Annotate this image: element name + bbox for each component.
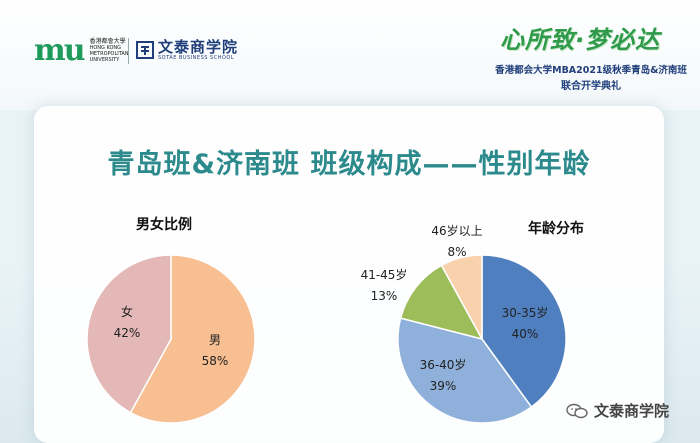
- age-slice-1: [397, 317, 533, 424]
- hkmu-logo-en-3: UNIVERSITY: [89, 57, 120, 63]
- gender-value-label-1: 42%: [114, 326, 141, 340]
- sotae-logo: 文泰商学院 SOTAE BUSINESS SCHOOL: [136, 39, 238, 61]
- sotae-logo-icon: [136, 41, 154, 59]
- slide-title: 青岛班&济南班 班级构成——性别年龄: [107, 149, 591, 180]
- hkmu-logo-cn: 香港都會大學: [89, 38, 126, 45]
- age-value-label-3: 8%: [447, 245, 466, 259]
- gender-chart-title: 男女比例: [136, 217, 192, 233]
- gender-pie-chart: 男 58% 女 42%: [86, 254, 256, 424]
- hkmu-logo-mark: mu: [34, 33, 86, 68]
- age-slice-2: [399, 264, 484, 341]
- age-category-label-0: 30-35岁: [502, 305, 549, 320]
- slogan: 心所致·梦必达: [500, 26, 661, 54]
- age-category-label-1: 36-40岁: [420, 357, 467, 372]
- wechat-icon: [566, 403, 588, 418]
- event-subtitle: 联合开学典礼: [561, 81, 621, 92]
- age-slice-3: [440, 254, 483, 340]
- sotae-logo-en: SOTAE BUSINESS SCHOOL: [158, 55, 235, 61]
- age-chart-title: 年龄分布: [528, 221, 584, 237]
- age-pie-chart: 30-35岁 40% 36-40岁 39% 41-45岁 13% 46岁以上 8%: [361, 223, 567, 424]
- gender-slice-0: [129, 254, 256, 424]
- hkmu-logo-en-2: METROPOLITAN: [89, 51, 129, 57]
- header-background: [0, 0, 700, 110]
- watermark-text: 文泰商学院: [594, 402, 670, 420]
- age-category-label-3: 46岁以上: [431, 223, 482, 238]
- age-value-label-1: 39%: [430, 379, 457, 393]
- gender-slice-1: [86, 254, 172, 414]
- hkmu-logo-en-1: HONG KONG: [89, 45, 122, 51]
- hkmu-logo: mu 香港都會大學 HONG KONG METROPOLITAN UNIVERS…: [34, 36, 136, 66]
- logo-divider: [128, 38, 129, 64]
- age-value-label-0: 40%: [512, 327, 539, 341]
- gender-value-label-0: 58%: [202, 354, 229, 368]
- watermark: 文泰商学院: [566, 400, 669, 421]
- age-category-label-2: 41-45岁: [361, 267, 408, 282]
- gender-category-label-0: 男: [209, 333, 221, 347]
- sotae-logo-name: 文泰商学院: [158, 38, 239, 56]
- age-slice-0: [481, 254, 567, 409]
- age-value-label-2: 13%: [371, 289, 398, 303]
- event-title: 香港都会大学MBA2021级秋季青岛&济南班: [495, 65, 687, 76]
- gender-category-label-1: 女: [121, 304, 133, 319]
